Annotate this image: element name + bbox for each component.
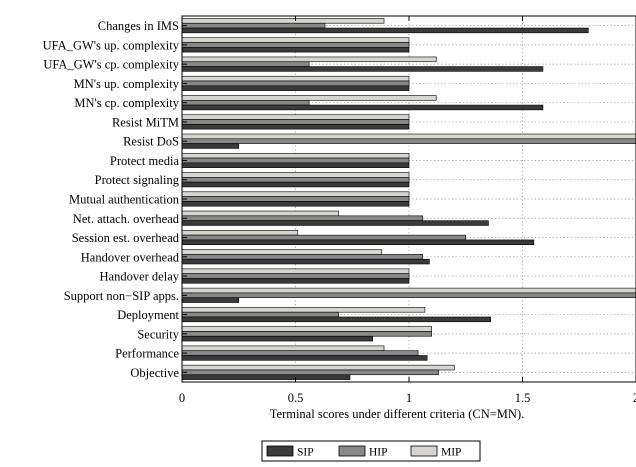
bar-sip [181,258,430,265]
category-label: MN's up. complexity [74,77,180,91]
category-label: Changes in IMS [98,19,179,33]
bar-mip [181,56,437,63]
bar-mip [181,18,385,24]
bar-hip [181,61,310,67]
bar-mip [181,114,410,120]
bar-sip [181,316,492,323]
bar-hip [181,119,410,125]
bar-hip [181,292,636,299]
category-label: Support non−SIP apps. [64,289,179,303]
bar-hip [181,215,423,221]
bar-hip [181,22,326,29]
x-tick-label: 0 [179,391,185,405]
bar-hip [181,157,410,164]
category-label: Protect media [110,154,180,168]
x-tick-label: 1 [406,391,412,405]
bar-hip [181,369,439,376]
bar-mip [181,133,636,140]
category-label: MN's cp. complexity [74,96,179,110]
legend-swatch-sip [266,445,294,457]
bar-sip [181,374,351,380]
category-label: Protect signaling [95,173,180,187]
bar-sip [181,239,535,246]
category-label: Security [137,327,179,341]
bar-sip [181,335,373,342]
category-label: Net. attach. overhead [73,212,180,226]
legend-label-mip: MIP [441,447,461,459]
bar-mip [181,307,426,313]
bar-hip [181,99,310,106]
bar-mip [181,287,636,294]
x-tick-label: 0.5 [288,391,304,405]
bar-mip [181,249,383,255]
bar-hip [181,80,410,87]
category-label: Deployment [117,308,179,322]
bar-mip [181,210,339,217]
bar-mip [181,75,410,82]
bar-sip [181,278,410,284]
bar-hip [181,234,467,241]
bar-sip [181,355,428,361]
category-label: Session est. overhead [72,231,180,245]
bar-sip [181,104,544,111]
category-label: Performance [115,347,179,361]
bar-hip [181,331,432,337]
bar-sip [181,143,240,149]
bar-mip [181,95,437,101]
category-label: Handover delay [100,270,180,284]
bar-sip [181,201,410,207]
bar-sip [181,220,489,226]
bar-mip [181,268,410,274]
bar-hip [181,350,419,356]
bar-hip [181,254,423,260]
legend-label-hip: HIP [369,447,388,459]
bar-mip [181,172,410,178]
bar-hip [181,177,410,183]
legend-swatch-mip [410,445,438,457]
bar-sip [181,181,410,188]
bar-sip [181,46,410,53]
bar-mip [181,326,432,332]
bar-sip [181,27,589,34]
bar-sip [181,66,544,72]
bar-mip [181,37,410,43]
legend-label-sip: SIP [297,447,314,459]
bar-sip [181,297,240,303]
axis-ticks [181,16,636,382]
bar-hip [181,196,410,202]
bar-mip [181,345,385,352]
category-label: Handover overhead [81,250,180,264]
bar-hip [181,138,636,144]
bar-mip [181,230,299,236]
category-labels: Changes in IMS UFA_GW's up. complexity UFA… [43,19,180,380]
bar-mip [181,191,410,197]
x-tick-label: 1.5 [515,391,531,405]
legend: SIP HIP MIP [261,440,481,462]
category-label: UFA_GW's cp. complexity [43,58,179,72]
bar-mip [181,364,455,371]
bar-sip [181,124,410,130]
bar-sip [181,85,410,91]
bar-sip [181,162,410,168]
category-label: Objective [130,366,179,380]
bar-hip [181,42,410,48]
x-tick-label: 2 [633,391,636,405]
x-tick-labels: 0 0.5 1 1.5 2 [179,391,636,405]
category-label: Resist MiTM [112,115,179,129]
category-label: Mutual authentication [69,193,180,207]
bar-hip [181,273,410,279]
category-label: Resist DoS [123,135,179,149]
x-axis-label: Terminal scores under different criteria… [270,407,524,421]
bar-hip [181,311,339,318]
bar-mip [181,152,410,159]
category-label: UFA_GW's up. complexity [43,38,180,52]
legend-swatch-hip [338,445,366,457]
